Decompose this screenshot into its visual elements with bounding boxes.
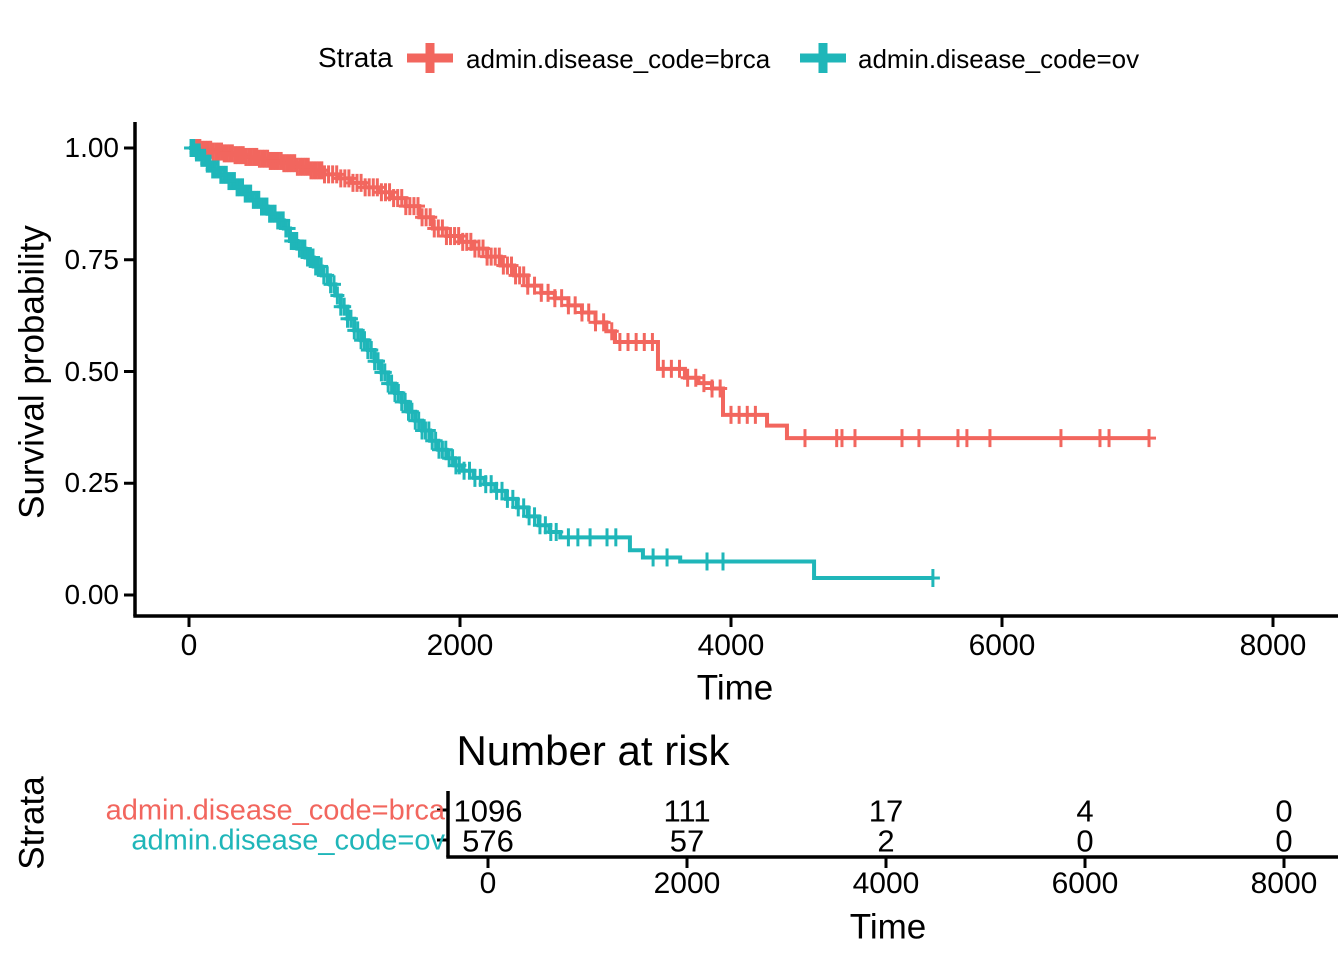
risk-count-value: 57	[669, 823, 705, 859]
main-x-tick-label: 4000	[697, 629, 765, 662]
risk-count-value: 576	[462, 823, 514, 859]
main-y-tick-label: 0.25	[64, 467, 120, 499]
risk-x-tick-label: 4000	[852, 867, 920, 900]
legend-title: Strata	[318, 42, 393, 73]
risk-row-label-brca: admin.disease_code=brca	[105, 794, 445, 827]
main-x-tick-label: 6000	[968, 629, 1036, 662]
main-y-tick-label: 0.00	[64, 579, 120, 610]
legend-item-brca-label: admin.disease_code=brca	[466, 44, 771, 74]
risk-row-label-ov: admin.disease_code=ov	[131, 824, 445, 857]
risk-x-tick-label: 8000	[1250, 867, 1318, 900]
risk-count-value: 0	[1275, 793, 1293, 829]
legend-item-ov-label: admin.disease_code=ov	[858, 44, 1140, 74]
risk-x-tick-label: 6000	[1051, 867, 1119, 900]
x-axis-title: Time	[696, 668, 774, 708]
risk-count-value: 1096	[453, 793, 523, 829]
risk-count-value: 0	[1275, 823, 1293, 859]
main-y-tick-label: 1.00	[64, 132, 120, 163]
risk-count-value: 2	[877, 823, 895, 859]
risk-count-value: 4	[1076, 793, 1094, 829]
main-x-tick-label: 0	[180, 629, 198, 662]
main-y-tick-label: 0.75	[64, 243, 120, 275]
survival-curve-ov	[189, 146, 933, 581]
risk-table-strata-axis-label: Strata	[12, 776, 52, 870]
risk-x-tick-label: 2000	[653, 867, 721, 900]
risk-x-tick-label: 0	[479, 867, 497, 900]
main-x-tick-label: 8000	[1239, 629, 1307, 662]
risk-table-title: Number at risk	[456, 727, 730, 774]
main-x-tick-label: 2000	[426, 629, 494, 662]
risk-count-value: 111	[663, 793, 711, 829]
risk-count-value: 17	[868, 793, 904, 829]
main-y-tick-label: 0.50	[64, 355, 120, 387]
risk-table-x-axis-title: Time	[849, 907, 927, 947]
y-axis-title: Survival probability	[12, 225, 52, 519]
risk-count-value: 0	[1076, 823, 1094, 859]
